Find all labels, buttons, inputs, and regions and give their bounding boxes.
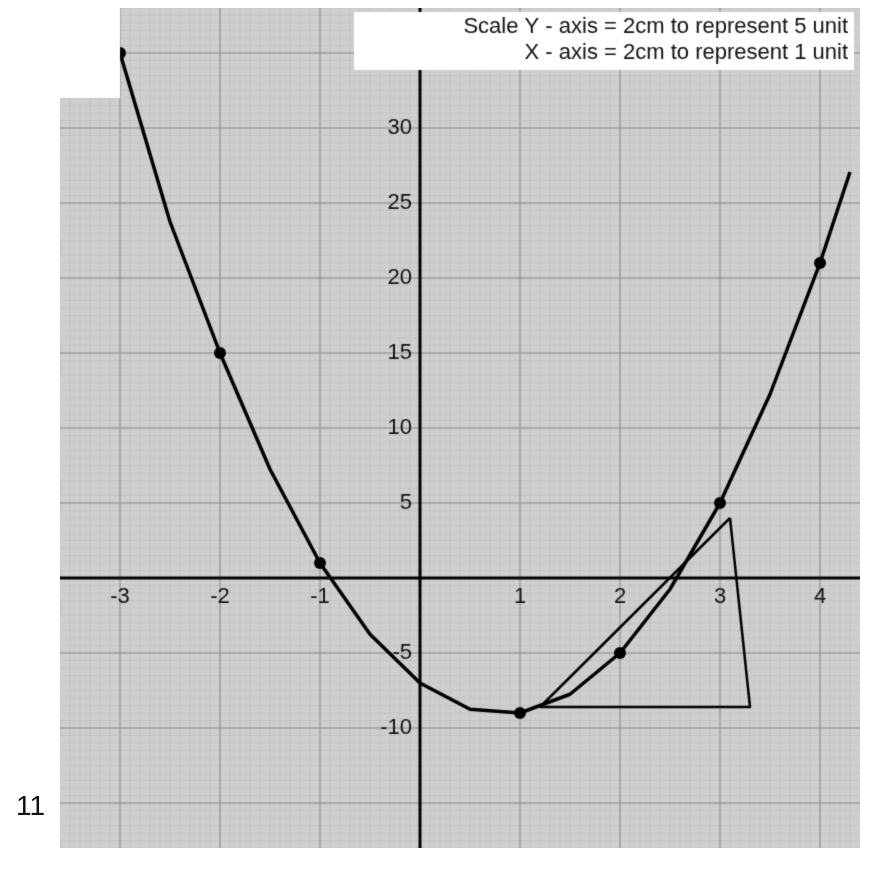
question-number: 11 — [16, 790, 45, 822]
parabola-chart — [60, 8, 860, 848]
